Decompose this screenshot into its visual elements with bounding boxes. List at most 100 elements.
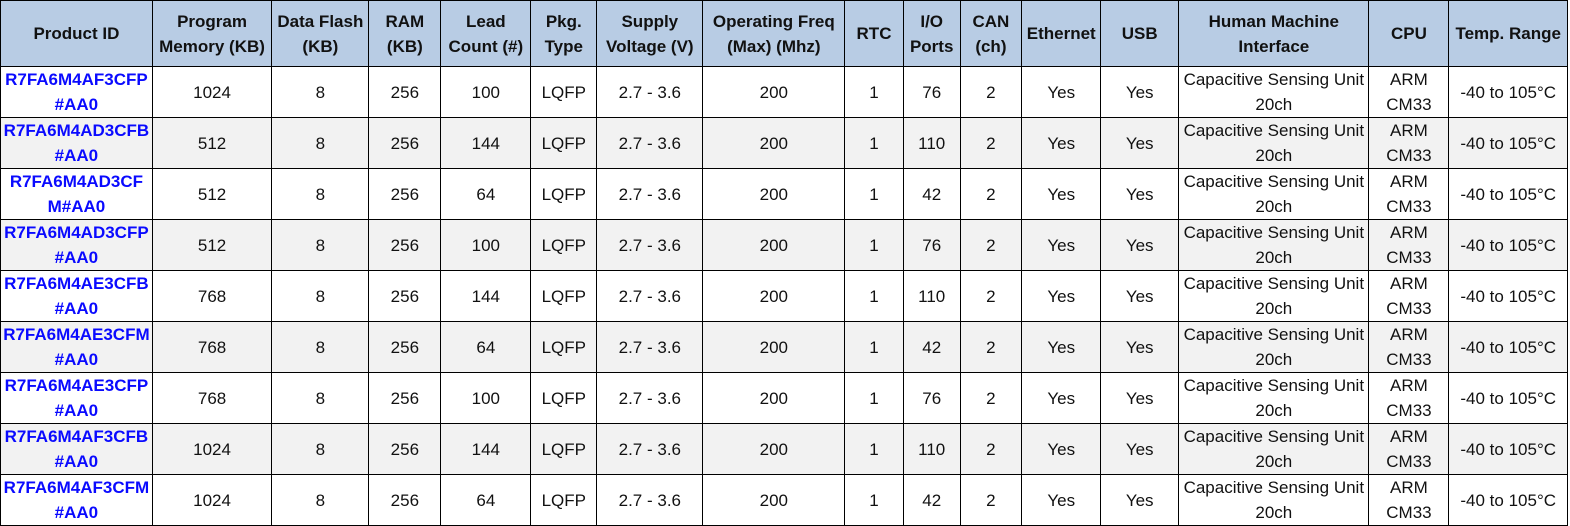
program-memory-cell: 1024 [151,423,273,475]
table-row: R7FA6M4AE3CFB#AA0 768 8 256 144 LQFP 2.7 - 3.6… [0,270,1568,322]
header-product-id: Product ID [0,0,153,67]
cpu-cell: ARM CM33 [1368,66,1450,118]
operating-freq-cell: 200 [702,372,846,424]
io-ports-cell: 42 [902,474,961,526]
product-id-link[interactable]: R7FA6M4AF3CFB#AA0 [0,423,153,475]
cpu-cell: ARM CM33 [1368,372,1450,424]
program-memory-cell: 768 [151,372,273,424]
can-cell: 2 [959,474,1023,526]
io-ports-cell: 76 [902,219,961,271]
can-cell: 2 [959,372,1023,424]
hmi-cell: Capacitive Sensing Unit 20ch [1178,474,1370,526]
ram-cell: 256 [368,66,442,118]
product-id-link[interactable]: R7FA6M4AD3CFP#AA0 [0,219,153,271]
header-supply-voltage: Supply Voltage (V) [596,0,704,67]
hmi-cell: Capacitive Sensing Unit 20ch [1178,372,1370,424]
header-operating-freq: Operating Freq (Max) (Mhz) [702,0,846,67]
product-id-link[interactable]: R7FA6M4AD3CFB#AA0 [0,117,153,169]
rtc-cell: 1 [844,168,904,220]
io-ports-cell: 76 [902,372,961,424]
header-hmi: Human Machine Interface [1178,0,1370,67]
can-cell: 2 [959,321,1023,373]
usb-cell: Yes [1100,117,1180,169]
rtc-cell: 1 [844,219,904,271]
io-ports-cell: 42 [902,321,961,373]
cpu-cell: ARM CM33 [1368,219,1450,271]
io-ports-cell: 42 [902,168,961,220]
supply-voltage-cell: 2.7 - 3.6 [596,168,704,220]
ethernet-cell: Yes [1021,270,1102,322]
can-cell: 2 [959,423,1023,475]
header-ethernet: Ethernet [1021,0,1102,67]
product-id-link[interactable]: R7FA6M4AE3CFB#AA0 [0,270,153,322]
lead-count-cell: 144 [440,423,532,475]
header-data-flash: Data Flash (KB) [271,0,370,67]
cpu-cell: ARM CM33 [1368,117,1450,169]
pkg-type-cell: LQFP [530,321,598,373]
header-pkg-type: Pkg. Type [530,0,598,67]
usb-cell: Yes [1100,321,1180,373]
ram-cell: 256 [368,270,442,322]
program-memory-cell: 1024 [151,474,273,526]
rtc-cell: 1 [844,423,904,475]
data-flash-cell: 8 [271,117,370,169]
lead-count-cell: 100 [440,66,532,118]
supply-voltage-cell: 2.7 - 3.6 [596,219,704,271]
data-flash-cell: 8 [271,270,370,322]
usb-cell: Yes [1100,372,1180,424]
pkg-type-cell: LQFP [530,66,598,118]
hmi-cell: Capacitive Sensing Unit 20ch [1178,321,1370,373]
ram-cell: 256 [368,219,442,271]
product-id-link[interactable]: R7FA6M4AE3CFM#AA0 [0,321,153,373]
product-id-link[interactable]: R7FA6M4AF3CFM#AA0 [0,474,153,526]
hmi-cell: Capacitive Sensing Unit 20ch [1178,117,1370,169]
operating-freq-cell: 200 [702,117,846,169]
ethernet-cell: Yes [1021,321,1102,373]
header-usb: USB [1100,0,1180,67]
ram-cell: 256 [368,423,442,475]
lead-count-cell: 64 [440,474,532,526]
pkg-type-cell: LQFP [530,168,598,220]
ethernet-cell: Yes [1021,168,1102,220]
program-memory-cell: 512 [151,168,273,220]
header-io-ports: I/O Ports [902,0,961,67]
can-cell: 2 [959,168,1023,220]
product-id-link[interactable]: R7FA6M4AE3CFP#AA0 [0,372,153,424]
ethernet-cell: Yes [1021,474,1102,526]
cpu-cell: ARM CM33 [1368,270,1450,322]
temp-range-cell: -40 to 105°C [1448,474,1568,526]
usb-cell: Yes [1100,219,1180,271]
hmi-cell: Capacitive Sensing Unit 20ch [1178,423,1370,475]
data-flash-cell: 8 [271,321,370,373]
pkg-type-cell: LQFP [530,423,598,475]
usb-cell: Yes [1100,423,1180,475]
product-id-link[interactable]: R7FA6M4AD3CFM#AA0 [0,168,153,220]
io-ports-cell: 110 [902,117,961,169]
operating-freq-cell: 200 [702,474,846,526]
product-id-link[interactable]: R7FA6M4AF3CFP#AA0 [0,66,153,118]
can-cell: 2 [959,270,1023,322]
operating-freq-cell: 200 [702,321,846,373]
usb-cell: Yes [1100,474,1180,526]
data-flash-cell: 8 [271,66,370,118]
cpu-cell: ARM CM33 [1368,423,1450,475]
data-flash-cell: 8 [271,474,370,526]
header-cpu: CPU [1368,0,1450,67]
usb-cell: Yes [1100,168,1180,220]
data-flash-cell: 8 [271,423,370,475]
rtc-cell: 1 [844,117,904,169]
header-ram: RAM (KB) [368,0,442,67]
program-memory-cell: 768 [151,321,273,373]
cpu-cell: ARM CM33 [1368,168,1450,220]
operating-freq-cell: 200 [702,168,846,220]
lead-count-cell: 144 [440,270,532,322]
operating-freq-cell: 200 [702,270,846,322]
temp-range-cell: -40 to 105°C [1448,66,1568,118]
header-rtc: RTC [844,0,904,67]
can-cell: 2 [959,66,1023,118]
table-row: R7FA6M4AE3CFP#AA0 768 8 256 100 LQFP 2.7 - 3.6… [0,372,1568,424]
data-flash-cell: 8 [271,219,370,271]
temp-range-cell: -40 to 105°C [1448,168,1568,220]
ethernet-cell: Yes [1021,372,1102,424]
